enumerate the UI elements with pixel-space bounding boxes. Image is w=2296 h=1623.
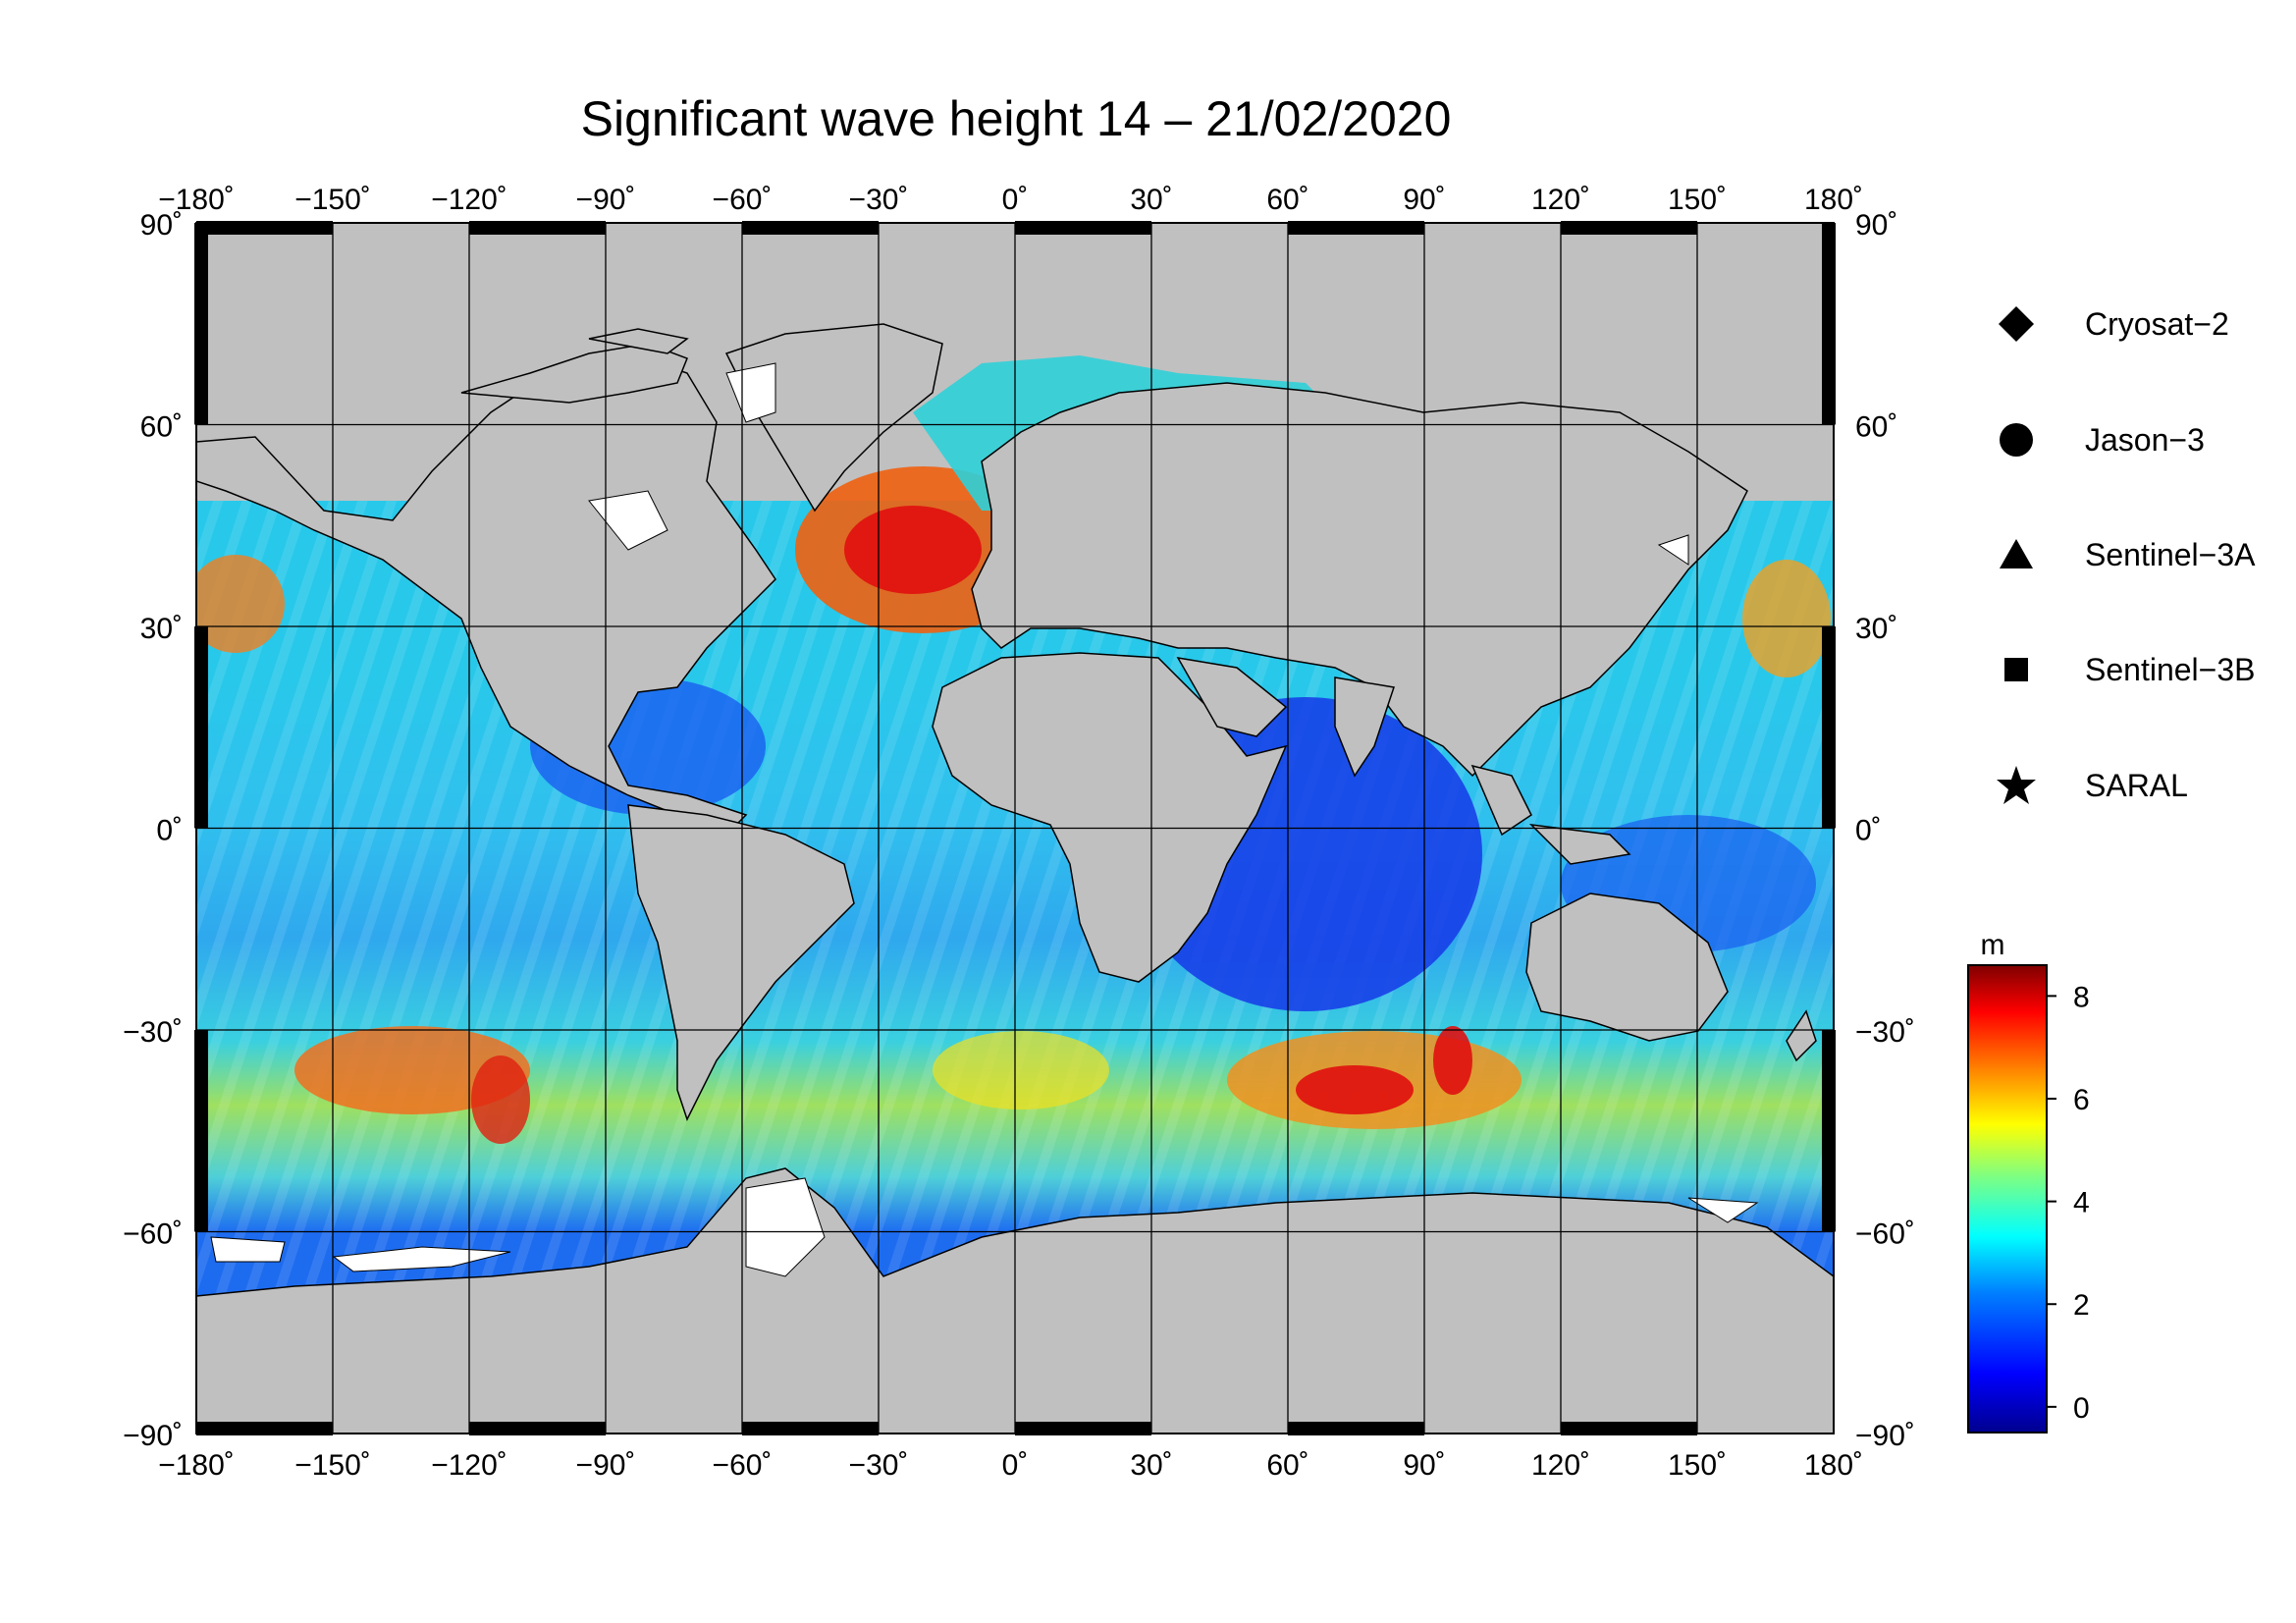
map-title: Significant wave height 14 – 21/02/2020 [580, 91, 1452, 146]
colorbar-gradient [1967, 964, 2048, 1434]
lat-tick-label: −60˚ [1855, 1218, 1915, 1251]
colorbar-tick-label: 2 [2073, 1289, 2090, 1322]
diamond-icon [1993, 300, 2040, 348]
legend-label: Cryosat−2 [2085, 305, 2229, 342]
graticule [196, 223, 1834, 1434]
lon-tick-label: −180˚ [158, 1449, 235, 1482]
frame-bar [194, 1030, 208, 1232]
colorbar-unit: m [1981, 929, 2005, 961]
frame-bar [196, 221, 333, 235]
lon-ticks-bottom: −180˚ −150˚ −120˚ −90˚ −60˚ −30˚ 0˚ 30˚ 60˚ 90˚ 12… [158, 1449, 1863, 1482]
frame-bar [1561, 1422, 1697, 1435]
sea-ice-regions [210, 362, 1759, 1277]
legend-item-sentinel-3a: Sentinel−3A [1993, 525, 2255, 584]
lat-tick-label: 30˚ [140, 613, 183, 645]
frame-bar [194, 223, 208, 425]
lat-tick-label: 0˚ [1855, 815, 1882, 847]
frame-bar [1015, 221, 1151, 235]
lon-tick-label: −60˚ [713, 1449, 773, 1482]
lon-tick-label: 90˚ [1403, 184, 1445, 216]
lon-tick-label: 60˚ [1266, 1449, 1308, 1482]
colorbar-ticks: 8 6 4 2 0 [2047, 981, 2090, 1425]
legend-label: Sentinel−3A [2085, 536, 2256, 572]
lat-tick-label: 30˚ [1855, 613, 1897, 645]
legend-label: Jason−3 [2085, 421, 2205, 458]
lon-tick-label: 30˚ [1130, 1449, 1172, 1482]
lon-tick-label: −30˚ [849, 184, 909, 216]
lon-tick-label: −150˚ [294, 184, 371, 216]
frame-bar [1822, 626, 1836, 829]
legend-label: SARAL [2085, 767, 2188, 803]
star-icon [1993, 762, 2040, 809]
lon-tick-label: 150˚ [1668, 184, 1727, 216]
frame-bar [742, 1422, 879, 1435]
colorbar: m 8 6 4 2 0 [1967, 929, 2090, 1434]
legend-item-cryosat: Cryosat−2 [1993, 295, 2229, 353]
lat-tick-label: 60˚ [1855, 411, 1897, 444]
lon-tick-label: 0˚ [1002, 1449, 1029, 1482]
colorbar-tick-label: 8 [2073, 981, 2090, 1013]
frame-bar [1822, 1030, 1836, 1232]
lat-tick-label: −90˚ [123, 1420, 183, 1452]
lat-tick-label: 90˚ [140, 209, 183, 242]
lat-tick-label: 0˚ [156, 815, 183, 847]
lon-tick-label: −30˚ [849, 1449, 909, 1482]
lon-tick-label: 90˚ [1403, 1449, 1445, 1482]
lon-tick-label: 120˚ [1531, 1449, 1590, 1482]
frame-bar [1288, 1422, 1424, 1435]
lat-ticks-left: 90˚ 60˚ 30˚ 0˚ −30˚ −60˚ −90˚ [123, 209, 183, 1452]
lon-tick-label: 180˚ [1804, 184, 1863, 216]
lon-tick-label: 180˚ [1804, 1449, 1863, 1482]
colorbar-tick-label: 6 [2073, 1084, 2090, 1116]
frame-bar [196, 1422, 333, 1435]
lat-tick-label: −30˚ [1855, 1016, 1915, 1049]
legend-item-jason: Jason−3 [1993, 410, 2205, 469]
lon-tick-label: 0˚ [1002, 184, 1029, 216]
frame-bar [1288, 221, 1424, 235]
legend-label: Sentinel−3B [2085, 651, 2256, 687]
lat-ticks-right: 90˚ 60˚ 30˚ 0˚ −30˚ −60˚ −90˚ [1855, 209, 1915, 1452]
lon-tick-label: −150˚ [294, 1449, 371, 1482]
lon-ticks-top: −180˚ −150˚ −120˚ −90˚ −60˚ −30˚ 0˚ 30˚ 60˚ 90˚ 12… [158, 184, 1863, 216]
lat-tick-label: 60˚ [140, 411, 183, 444]
frame-checker-bars [194, 221, 1836, 1435]
lon-tick-label: 150˚ [1668, 1449, 1727, 1482]
square-icon [1993, 646, 2040, 693]
frame-bar [1015, 1422, 1151, 1435]
lon-tick-label: −90˚ [576, 184, 636, 216]
lon-tick-label: −120˚ [431, 1449, 507, 1482]
triangle-icon [1993, 531, 2040, 578]
lon-tick-label: −60˚ [713, 184, 773, 216]
lat-tick-label: −30˚ [123, 1016, 183, 1049]
lat-tick-label: −90˚ [1855, 1420, 1915, 1452]
lon-tick-label: −90˚ [576, 1449, 636, 1482]
frame-bar [1561, 221, 1697, 235]
colorbar-tick-label: 4 [2073, 1187, 2090, 1219]
lat-tick-label: −60˚ [123, 1218, 183, 1251]
lon-tick-label: −120˚ [431, 184, 507, 216]
lat-tick-label: 90˚ [1855, 209, 1897, 242]
frame-bar [1822, 223, 1836, 425]
circle-icon [1993, 416, 2040, 463]
lon-tick-label: −180˚ [158, 184, 235, 216]
frame-bar [194, 626, 208, 829]
frame-bar [469, 1422, 606, 1435]
legend-item-saral: SARAL [1993, 756, 2188, 815]
lon-tick-label: 120˚ [1531, 184, 1590, 216]
frame-bar [742, 221, 879, 235]
lon-tick-label: 60˚ [1266, 184, 1308, 216]
colorbar-tick-label: 0 [2073, 1392, 2090, 1425]
frame-bar [469, 221, 606, 235]
south-pacific-storm [294, 1026, 530, 1114]
lon-tick-label: 30˚ [1130, 184, 1172, 216]
legend-item-sentinel-3b: Sentinel−3B [1993, 640, 2255, 699]
